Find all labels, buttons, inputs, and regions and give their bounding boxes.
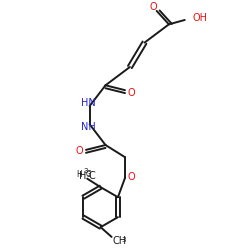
Text: O: O [150,2,158,12]
Text: H: H [76,170,82,179]
Text: NH: NH [81,122,96,132]
Text: O: O [127,88,135,98]
Text: HN: HN [81,98,96,108]
Text: 3: 3 [122,237,126,243]
Text: C: C [86,170,91,179]
Text: CH: CH [113,236,127,246]
Text: OH: OH [192,12,207,22]
Text: O: O [75,146,83,156]
Text: O: O [127,172,135,182]
Text: C: C [89,171,96,181]
Text: 3: 3 [83,168,88,174]
Text: H: H [78,171,86,181]
Text: 3: 3 [86,172,90,177]
